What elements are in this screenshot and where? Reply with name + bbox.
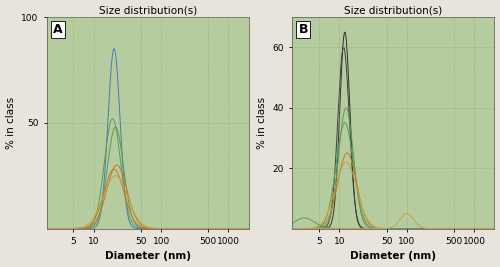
Title: Size distribution(s): Size distribution(s) <box>98 6 197 15</box>
Y-axis label: % in class: % in class <box>257 97 267 149</box>
Title: Size distribution(s): Size distribution(s) <box>344 6 442 15</box>
Y-axis label: % in class: % in class <box>6 97 16 149</box>
Text: B: B <box>298 23 308 36</box>
X-axis label: Diameter (nm): Diameter (nm) <box>350 252 436 261</box>
Text: A: A <box>53 23 62 36</box>
X-axis label: Diameter (nm): Diameter (nm) <box>104 252 190 261</box>
